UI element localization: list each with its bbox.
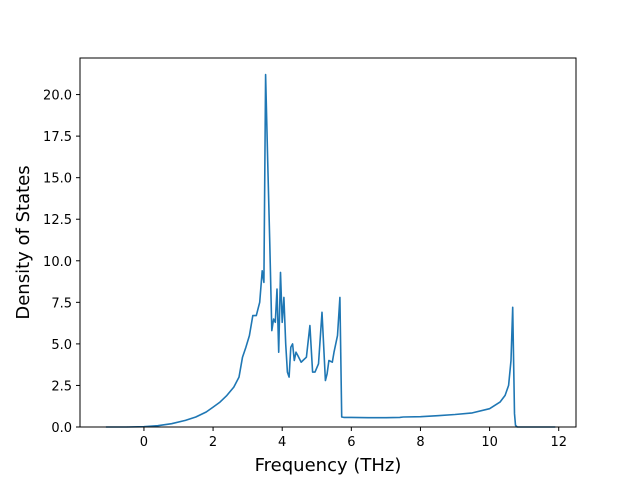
x-tick-label: 12 bbox=[550, 435, 567, 450]
y-tick-label: 12.5 bbox=[43, 213, 72, 228]
x-tick-label: 10 bbox=[481, 435, 498, 450]
y-tick-label: 10.0 bbox=[43, 255, 72, 270]
plot-frame bbox=[79, 57, 577, 428]
x-tick-label: 6 bbox=[347, 435, 355, 450]
y-tick-label: 20.0 bbox=[43, 89, 72, 104]
y-tick-label: 17.5 bbox=[43, 130, 72, 145]
x-tick-label: 0 bbox=[140, 435, 148, 450]
y-axis-label: Density of States bbox=[13, 165, 34, 319]
y-tick-label: 0.0 bbox=[51, 421, 72, 436]
x-axis-label: Frequency (THz) bbox=[255, 455, 402, 476]
y-tick-label: 5.0 bbox=[51, 338, 72, 353]
x-axis-ticks: 0 2 4 6 8 10 12 bbox=[140, 427, 567, 450]
x-tick-label: 2 bbox=[209, 435, 217, 450]
y-tick-label: 15.0 bbox=[43, 172, 72, 187]
y-tick-label: 7.5 bbox=[51, 296, 72, 311]
y-axis-ticks: 0.0 2.5 5.0 7.5 10.0 12.5 15.0 17.5 20.0 bbox=[43, 89, 80, 436]
y-tick-label: 2.5 bbox=[51, 379, 72, 394]
dos-series-line bbox=[105, 73, 556, 428]
x-tick-label: 4 bbox=[278, 435, 286, 450]
x-tick-label: 8 bbox=[416, 435, 424, 450]
